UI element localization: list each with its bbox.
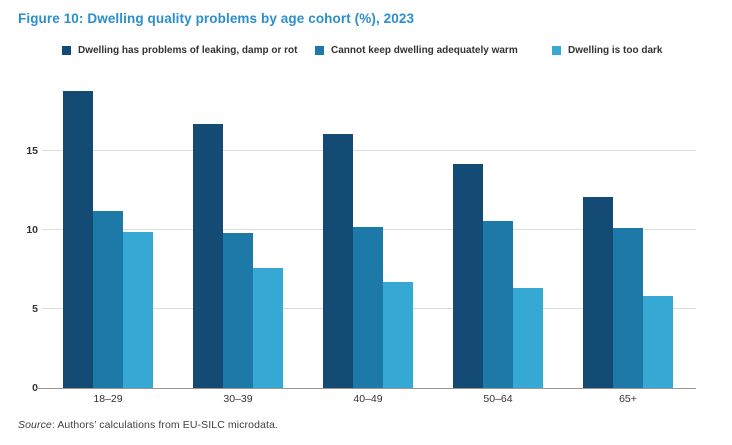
bar [643, 296, 673, 388]
legend-swatch-icon [62, 46, 71, 55]
bar [323, 133, 353, 388]
bar-group-30–39: 30–39 [193, 72, 283, 405]
bar [253, 267, 283, 388]
figure-title: Figure 10: Dwelling quality problems by … [18, 11, 415, 26]
gridline [42, 150, 696, 151]
bar [123, 231, 153, 388]
source-note: Source: Authors’ calculations from EU-SI… [18, 419, 278, 431]
bar [383, 282, 413, 388]
y-tick-label: 10 [26, 224, 38, 236]
bar [483, 220, 513, 388]
legend-item-3: Dwelling is too dark [552, 45, 662, 56]
bar [93, 211, 123, 388]
bar [453, 163, 483, 388]
x-axis-category-label: 40–49 [353, 393, 383, 405]
y-tick-label: 0 [32, 382, 38, 394]
source-note-text: : Authors’ calculations from EU-SILC mic… [51, 419, 278, 431]
x-axis-category-label: 50–64 [483, 393, 513, 405]
legend-swatch-icon [315, 46, 324, 55]
bar [63, 90, 93, 388]
bar [223, 233, 253, 388]
source-note-label: Source [18, 419, 52, 431]
y-tick-label: 5 [32, 303, 38, 315]
bar-group-50–64: 50–64 [453, 72, 543, 405]
x-axis-category-label: 30–39 [223, 393, 253, 405]
legend-item-2: Cannot keep dwelling adequately warm [315, 45, 518, 56]
bar [513, 288, 543, 388]
bar [613, 228, 643, 388]
legend-label: Dwelling has problems of leaking, damp o… [78, 45, 298, 56]
x-axis-line [36, 388, 696, 389]
legend-label: Dwelling is too dark [568, 45, 663, 56]
bar [193, 124, 223, 388]
x-axis-category-label: 18–29 [93, 393, 123, 405]
legend-swatch-icon [552, 46, 561, 55]
y-axis-tick-labels: 0 5 10 15 [0, 72, 38, 394]
bar [353, 226, 383, 388]
legend-item-1: Dwelling has problems of leaking, damp o… [62, 45, 297, 56]
chart-plot-area: 18–29 30–39 40–49 50–64 65+ [36, 72, 696, 405]
x-axis-category-label: 65+ [619, 393, 637, 405]
bar-group-40–49: 40–49 [323, 72, 413, 405]
bar-group-18–29: 18–29 [63, 72, 153, 405]
legend-label: Cannot keep dwelling adequately warm [331, 45, 518, 56]
chart-legend: Dwelling has problems of leaking, damp o… [0, 45, 732, 61]
bar [583, 196, 613, 388]
y-tick-label: 15 [26, 145, 38, 157]
bar-group-65+: 65+ [583, 72, 673, 405]
